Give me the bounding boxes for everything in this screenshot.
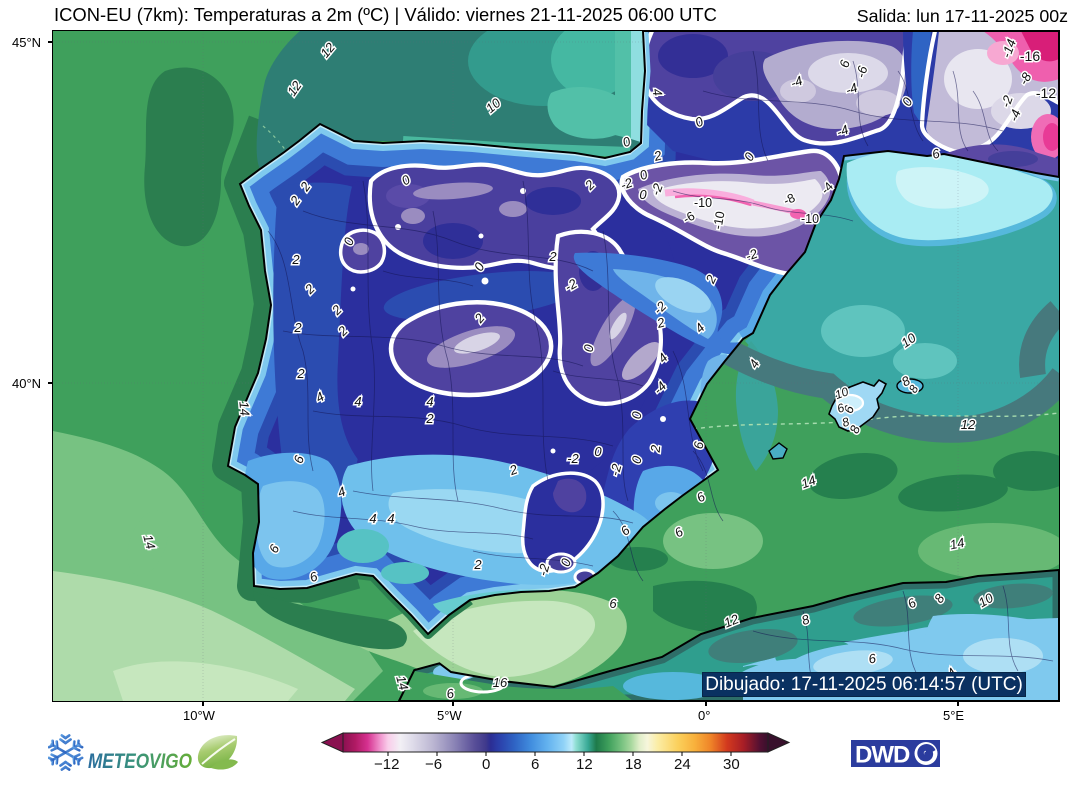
svg-text:-12: -12	[1036, 85, 1056, 101]
svg-text:DWD: DWD	[855, 742, 910, 769]
svg-text:2: 2	[293, 320, 302, 335]
svg-text:-10: -10	[694, 196, 712, 210]
svg-text:-10: -10	[801, 212, 819, 226]
svg-text:14: 14	[799, 472, 818, 491]
svg-text:-4: -4	[843, 80, 859, 98]
svg-text:0: 0	[594, 444, 602, 459]
svg-text:-2: -2	[567, 451, 579, 466]
svg-text:-10: -10	[711, 210, 728, 230]
svg-text:2: 2	[425, 411, 434, 426]
svg-text:16: 16	[493, 675, 508, 690]
svg-text:2: 2	[648, 444, 664, 454]
svg-text:-16: -16	[1020, 48, 1040, 64]
svg-text:0: 0	[639, 187, 647, 202]
svg-text:4: 4	[369, 511, 376, 526]
svg-text:14: 14	[393, 674, 411, 692]
svg-text:4: 4	[387, 511, 394, 526]
svg-text:2: 2	[548, 249, 557, 264]
svg-text:14: 14	[140, 533, 158, 551]
svg-text:6: 6	[609, 596, 617, 611]
svg-text:2: 2	[296, 366, 305, 381]
svg-text:12: 12	[961, 417, 976, 432]
svg-text:14: 14	[948, 535, 965, 553]
svg-text:2: 2	[473, 557, 482, 572]
svg-text:4: 4	[426, 394, 433, 409]
svg-text:4: 4	[354, 394, 361, 409]
svg-text:12: 12	[722, 611, 742, 631]
svg-text:14: 14	[236, 401, 252, 417]
svg-text:2: 2	[291, 252, 300, 267]
svg-text:METEOVIGO: METEOVIGO	[88, 750, 192, 773]
